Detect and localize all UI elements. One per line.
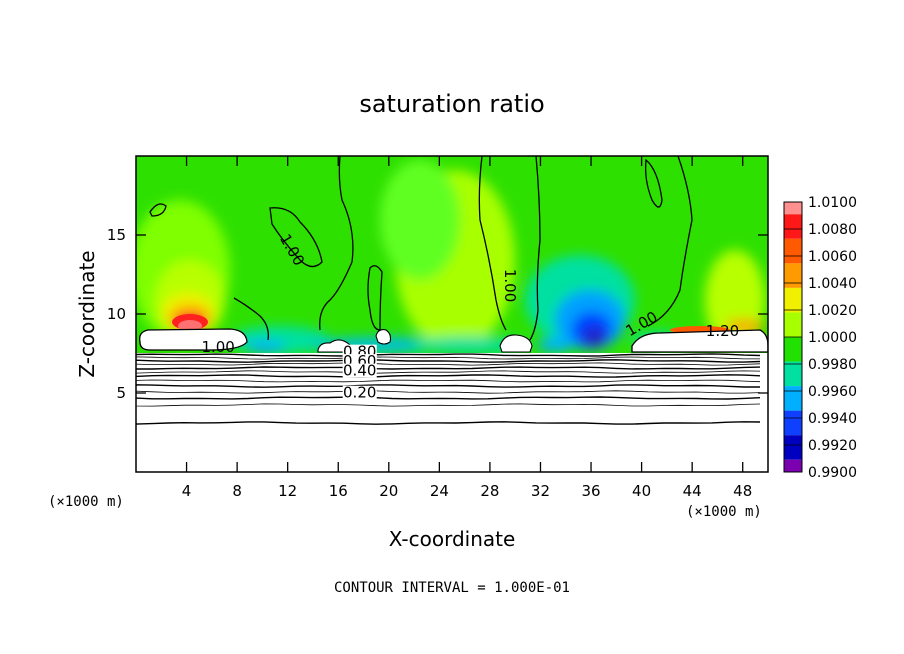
colorbar-label: 1.0000 [808,330,857,346]
x-units-right: (×1000 m) [686,504,762,520]
colorbar-label: 1.0040 [808,276,857,292]
contour-curve [269,207,323,268]
y-tick-label: 15 [107,226,126,244]
colorbar-swatch [784,287,802,313]
x-tick-label: 20 [379,482,398,500]
cloud-left [139,328,248,351]
colorbar-label: 0.9980 [808,357,857,373]
colorbar-swatch [784,410,802,436]
x-tick-label: 40 [632,482,651,500]
contour-label: 1.00 [501,269,519,302]
colorbar: 1.0100 1.0080 1.0060 1.0040 1.0020 1.0000 0.99… [783,195,857,481]
colorbar-label: 0.9940 [808,411,857,427]
contour-line [136,384,760,388]
contour-label: 1.00 [201,338,234,356]
contour-line [136,374,761,378]
colorbar-swatch [784,386,802,411]
contour-line [136,366,761,370]
y-axis-label: Z-coordinate [75,250,99,377]
x-axis: 4 8 12 16 20 24 28 32 36 40 44 48 [182,156,752,500]
contour-lines [136,353,761,425]
contour-line [136,356,760,360]
x-tick-label: 4 [182,482,192,500]
colorbar-swatch [784,214,802,239]
colorbar-swatch [784,238,802,264]
colorbar-swatch [784,312,802,337]
colorbar-swatch [784,337,802,362]
contour-line [136,362,761,366]
colorbar-label: 1.0080 [808,222,857,238]
chart-title: saturation ratio [359,90,544,118]
x-tick-label: 36 [581,482,600,500]
cloud-small-3 [499,334,533,353]
colorbar-label: 1.0020 [808,303,857,319]
colorbar-swatch [784,263,802,288]
x-tick-label: 44 [683,482,702,500]
y-tick-label: 5 [116,384,126,402]
colorbar-label: 0.9960 [808,384,857,400]
colorbar-swatch [784,202,802,215]
contour-curve [233,297,269,341]
colorbar-swatch [784,435,802,460]
cloud-contours [139,328,768,353]
colorbar-label: 1.0060 [808,249,857,265]
contour-curve [529,156,541,341]
contour-label: 0.40 [343,362,376,380]
contour-interval-label: CONTOUR INTERVAL = 1.000E-01 [334,580,570,596]
y-axis: 5 10 15 [107,226,768,402]
x-tick-label: 24 [430,482,449,500]
contour-curve [367,265,383,331]
contour-line [136,421,761,425]
contour-labels: 1.001.001.001.00 1.200.800.600.400.20 [201,231,739,402]
colorbar-label: 0.9900 [808,465,857,481]
colorbar-label: 1.0100 [808,195,857,211]
contour-curve [647,156,693,327]
contour-line [136,370,761,374]
x-tick-label: 12 [278,482,297,500]
contour-line [136,359,761,363]
x-tick-label: 16 [329,482,348,500]
contour-curve [319,156,354,331]
contour-curve [478,156,507,331]
cloud-right [631,329,768,353]
contour-curve [149,203,167,217]
contour-line [136,390,761,394]
saturation-field: 1.001.001.001.00 1.200.800.600.400.20 [136,156,768,472]
colorbar-swatch [784,459,802,472]
contour-label: 0.20 [343,384,376,402]
x-units-left: (×1000 m) [48,494,124,510]
contour-line [136,353,761,357]
contour-line [136,396,761,400]
x-tick-label: 32 [531,482,550,500]
contour-curves [149,156,693,341]
contour-line [136,379,761,383]
contour-line [136,403,761,407]
x-tick-label: 8 [232,482,242,500]
x-axis-label: X-coordinate [389,527,516,551]
colorbar-swatch [784,361,802,387]
x-tick-label: 48 [733,482,752,500]
y-tick-label: 10 [107,305,126,323]
contour-label: 1.20 [706,322,739,340]
cloud-small-2 [375,329,392,345]
x-tick-label: 28 [480,482,499,500]
contour-curve [644,158,663,208]
colorbar-label: 0.9920 [808,438,857,454]
